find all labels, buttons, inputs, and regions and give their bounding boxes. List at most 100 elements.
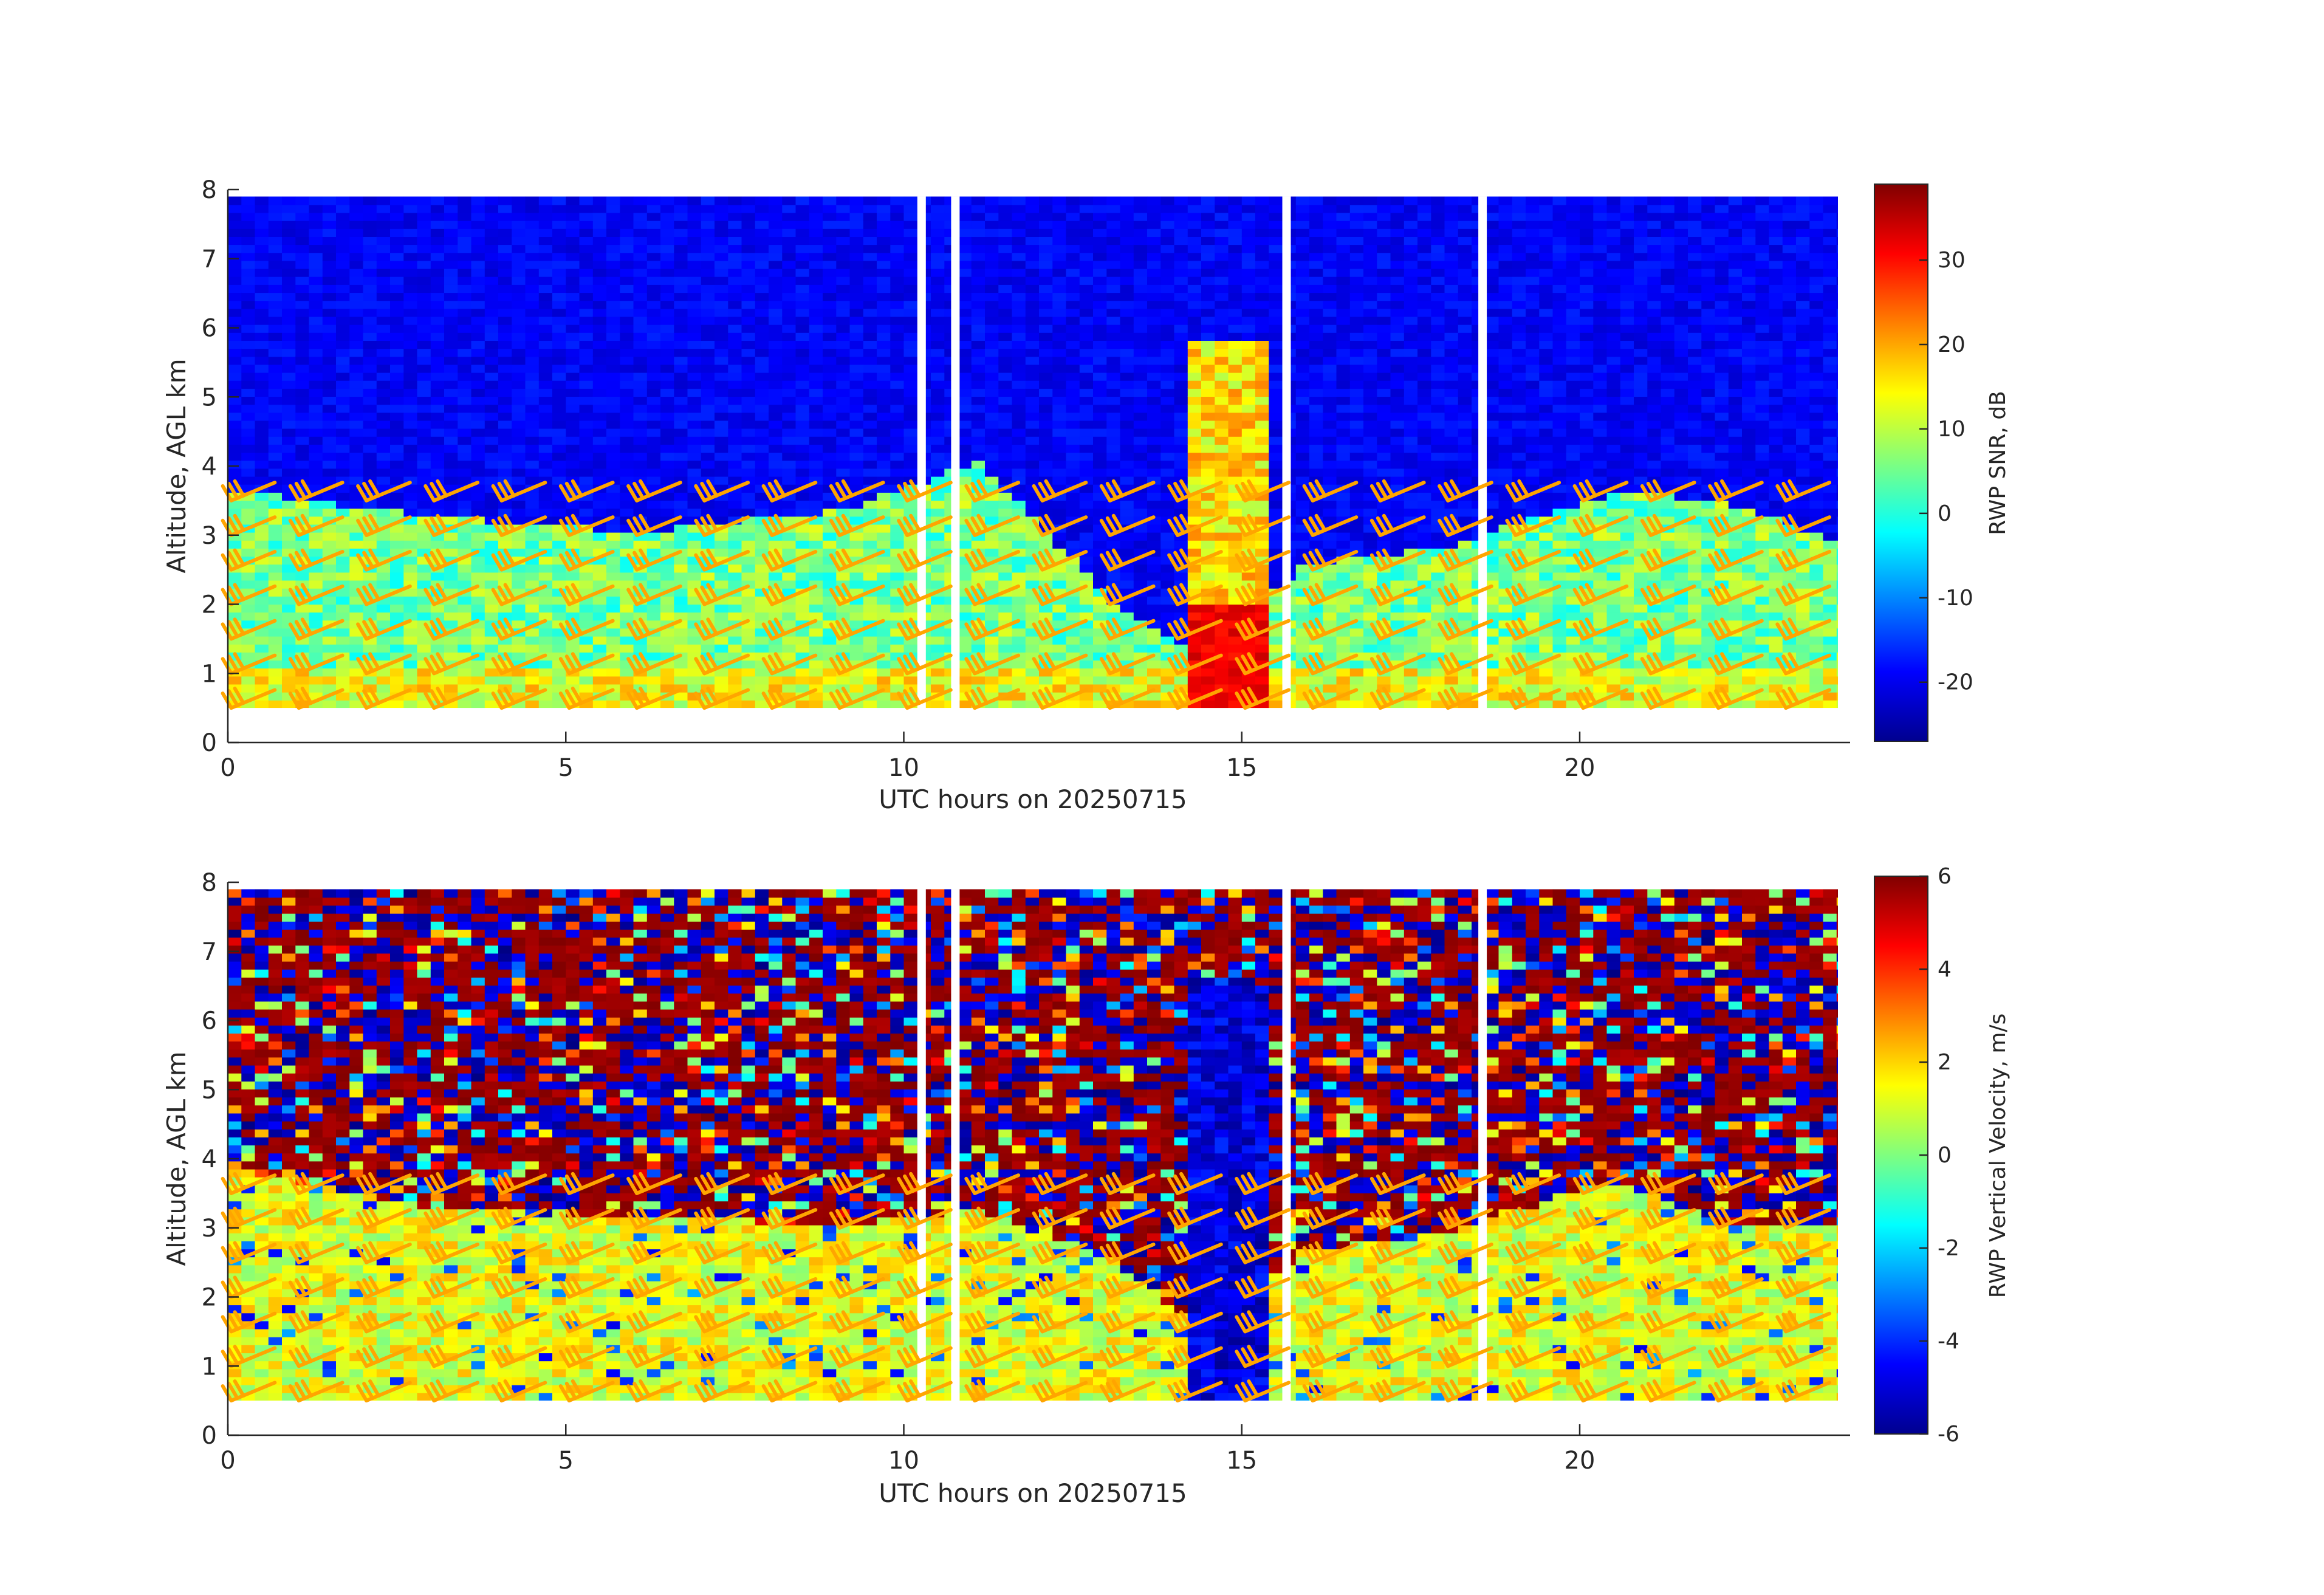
- snr-heatmap-cell: [309, 476, 323, 485]
- snr-heatmap-cell: [1147, 691, 1162, 701]
- snr-heatmap-cell: [1255, 460, 1270, 469]
- snr-heatmap-cell: [620, 276, 634, 285]
- snr-heatmap-cell: [309, 228, 323, 237]
- snr-heatmap-cell: [1160, 396, 1175, 405]
- snr-heatmap-cell: [741, 612, 756, 621]
- snr-heatmap-cell: [687, 324, 702, 333]
- snr-heatmap-cell: [606, 228, 621, 237]
- snr-heatmap-cell: [755, 292, 769, 301]
- snr-heatmap-cell: [1215, 316, 1229, 325]
- snr-heatmap-cell: [1241, 540, 1256, 549]
- snr-heatmap-cell: [1269, 300, 1283, 309]
- snr-heatmap-cell: [417, 468, 431, 477]
- snr-heatmap-cell: [430, 388, 445, 397]
- snr-heatmap-cell: [931, 252, 945, 261]
- snr-heatmap-cell: [620, 444, 634, 453]
- snr-heatmap-cell: [1269, 460, 1283, 469]
- snr-heatmap-cell: [417, 220, 431, 229]
- snr-heatmap-cell: [728, 196, 742, 205]
- snr-heatmap-cell: [417, 260, 431, 269]
- snr-heatmap-cell: [309, 236, 323, 245]
- snr-heatmap-cell: [458, 212, 472, 221]
- snr-heatmap-cell: [1255, 420, 1270, 429]
- snr-heatmap-cell: [1039, 252, 1054, 261]
- snr-heatmap-cell: [1052, 324, 1067, 333]
- snr-heatmap-cell: [1093, 604, 1108, 613]
- snr-heatmap-cell: [741, 340, 756, 349]
- snr-heatmap-cell: [1147, 420, 1162, 429]
- snr-heatmap-cell: [728, 643, 742, 653]
- snr-heatmap-cell: [660, 340, 675, 349]
- snr-heatmap-cell: [606, 300, 621, 309]
- snr-heatmap-cell: [228, 220, 242, 229]
- snr-heatmap-cell: [1066, 212, 1080, 221]
- snr-heatmap-cell: [1228, 668, 1243, 677]
- snr-heatmap-cell: [444, 292, 459, 301]
- snr-heatmap-cell: [525, 444, 540, 453]
- snr-heatmap-cell: [295, 436, 310, 445]
- snr-heatmap-cell: [877, 340, 891, 349]
- snr-heatmap-cell: [1255, 380, 1270, 389]
- snr-heatmap-cell: [620, 700, 634, 708]
- snr-heatmap-cell: [1052, 444, 1067, 453]
- snr-heatmap-cell: [1133, 412, 1148, 421]
- snr-heatmap-cell: [1228, 316, 1243, 325]
- snr-heatmap-cell: [1052, 604, 1067, 613]
- snr-heatmap-cell: [1241, 348, 1256, 357]
- snr-heatmap-cell: [403, 556, 418, 565]
- snr-heatmap-cell: [268, 596, 283, 605]
- snr-heatmap-cell: [660, 380, 675, 389]
- snr-heatmap-cell: [484, 668, 499, 677]
- snr-heatmap-cell: [458, 580, 472, 589]
- snr-heatmap-cell: [417, 652, 431, 661]
- snr-heatmap-cell: [795, 452, 810, 461]
- snr-heatmap-cell: [674, 556, 688, 565]
- snr-heatmap-cell: [769, 212, 783, 221]
- snr-heatmap-cell: [1106, 508, 1121, 517]
- snr-heatmap-cell: [1066, 524, 1080, 533]
- snr-heatmap-cell: [849, 652, 864, 661]
- snr-heatmap-cell: [877, 324, 891, 333]
- snr-heatmap-cell: [660, 676, 675, 685]
- snr-heatmap-cell: [458, 228, 472, 237]
- snr-heatmap-cell: [1039, 380, 1054, 389]
- snr-heatmap-cell: [1133, 596, 1148, 605]
- snr-heatmap-cell: [592, 236, 607, 245]
- snr-heatmap-cell: [890, 332, 905, 341]
- snr-heatmap-cell: [782, 332, 797, 341]
- snr-heatmap-cell: [620, 260, 634, 269]
- snr-heatmap-cell: [322, 564, 337, 573]
- snr-heatmap-cell: [1012, 643, 1026, 653]
- snr-heatmap-cell: [228, 412, 242, 421]
- snr-heatmap-cell: [769, 316, 783, 325]
- snr-heatmap-cell: [620, 268, 634, 277]
- snr-heatmap-cell: [985, 572, 999, 581]
- snr-heatmap-cell: [484, 532, 499, 541]
- snr-heatmap-cell: [295, 332, 310, 341]
- snr-heatmap-cell: [403, 268, 418, 277]
- snr-heatmap-cell: [1079, 556, 1094, 565]
- snr-heatmap-cell: [1012, 660, 1026, 669]
- snr-heatmap-cell: [512, 436, 526, 445]
- snr-heatmap-cell: [863, 396, 877, 405]
- snr-heatmap-cell: [349, 652, 364, 661]
- snr-heatmap-cell: [390, 412, 405, 421]
- snr-heatmap-cell: [1187, 276, 1202, 285]
- snr-heatmap-cell: [295, 300, 310, 309]
- snr-heatmap-cell: [1079, 364, 1094, 373]
- snr-heatmap-cell: [1093, 676, 1108, 685]
- snr-heatmap-cell: [1187, 676, 1202, 685]
- snr-heatmap-cell: [538, 404, 553, 413]
- snr-heatmap-cell: [592, 420, 607, 429]
- snr-heatmap-cell: [890, 572, 905, 581]
- snr-heatmap-cell: [255, 412, 269, 421]
- snr-heatmap-cell: [1093, 372, 1108, 381]
- snr-heatmap-cell: [309, 444, 323, 453]
- snr-heatmap-cell: [931, 460, 945, 469]
- snr-heatmap-cell: [823, 468, 837, 477]
- snr-heatmap-cell: [728, 476, 742, 485]
- snr-heatmap-cell: [268, 588, 283, 597]
- snr-heatmap-cell: [255, 500, 269, 509]
- snr-heatmap-cell: [430, 348, 445, 357]
- snr-heatmap-cell: [1147, 660, 1162, 669]
